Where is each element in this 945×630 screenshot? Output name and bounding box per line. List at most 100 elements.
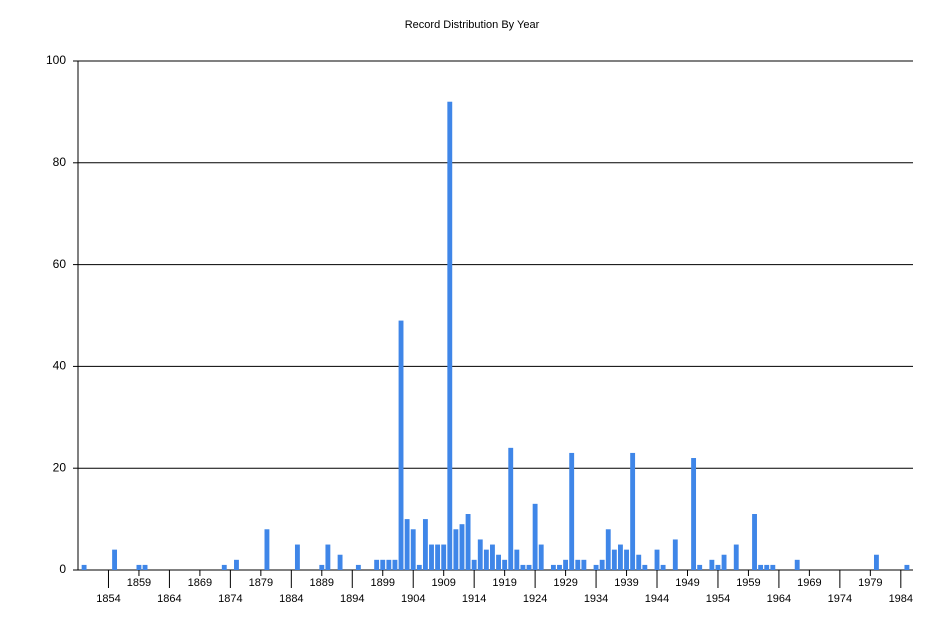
x-tick-label: 1879 [249,577,273,589]
bar [81,564,87,570]
y-tick-label: 60 [53,257,67,271]
x-tick-label: 1904 [401,593,425,605]
bar [563,559,569,570]
bar [642,564,648,570]
bar [593,564,599,570]
y-tick-label: 20 [53,460,67,474]
bar [459,524,465,570]
x-tick-label: 1894 [340,593,364,605]
bar [404,519,410,570]
bar [398,320,404,570]
x-tick-label: 1974 [828,593,852,605]
bar [490,544,495,570]
bar [142,564,148,570]
bar [410,529,416,570]
x-tick-label: 1864 [157,593,181,605]
bar [532,503,538,570]
x-tick-label: 1954 [706,593,730,605]
x-tick-label: 1929 [553,577,577,589]
bar [264,529,270,570]
bar [496,554,501,570]
bar [234,559,239,570]
y-tick-label: 0 [59,562,66,576]
bar [429,544,434,570]
x-tick-label: 1924 [523,593,547,605]
chart-title: Record Distribution By Year [405,19,540,31]
x-tick-label: 1964 [767,593,791,605]
bar [374,559,380,570]
bar [654,549,660,570]
y-tick-label: 40 [53,359,67,373]
bar [709,559,715,570]
x-tick-label: 1859 [127,577,151,589]
bar [873,554,879,570]
x-tick-label: 1984 [889,593,913,605]
bar [557,564,562,570]
bar [422,519,428,570]
y-tick-label: 80 [53,155,67,169]
bar [520,564,526,570]
x-tick-label: 1899 [371,577,395,589]
bar [483,549,489,570]
bar [904,564,910,570]
x-tick-label: 1944 [645,593,669,605]
bar [715,564,721,570]
bar [337,554,343,570]
x-tick-label: 1874 [218,593,242,605]
x-tick-label: 1869 [188,577,212,589]
bar [136,564,142,570]
x-tick-label: 1939 [614,577,638,589]
bar [508,447,514,570]
x-tick-label: 1969 [797,577,821,589]
bar [392,559,398,570]
bar [636,554,642,570]
bar [447,101,453,570]
bar [624,549,629,570]
bar [605,529,611,570]
bar [294,544,300,570]
bar [581,559,587,570]
x-tick-label: 1949 [675,577,699,589]
bar [691,458,697,570]
x-tick-label: 1909 [431,577,455,589]
bar [721,554,727,570]
bar [660,564,666,570]
bar [618,544,623,570]
x-tick-label: 1919 [492,577,516,589]
x-tick-label: 1884 [279,593,303,605]
bar [325,544,331,570]
bar [380,559,386,570]
x-tick-label: 1854 [96,593,120,605]
x-tick-label: 1934 [584,593,608,605]
bar [416,564,422,570]
bar [672,539,678,570]
bar [733,544,739,570]
bar [453,529,459,570]
bar [630,452,636,570]
bar [319,564,325,570]
bar [758,564,764,570]
bar [599,559,605,570]
bar [355,564,361,570]
bar [221,564,227,570]
bar [538,544,544,570]
bar [764,564,770,570]
x-tick-label: 1889 [310,577,334,589]
bar [752,514,757,570]
x-tick-label: 1959 [736,577,760,589]
bar [477,539,483,570]
bar [465,514,471,570]
x-tick-label: 1914 [462,593,486,605]
bar [502,559,508,570]
bar [550,564,556,570]
bar [575,559,581,570]
y-tick-label: 100 [46,53,66,67]
bar [569,452,575,570]
bar [514,549,520,570]
bar [697,564,703,570]
bar [441,544,447,570]
bar [794,559,800,570]
bar [770,564,776,570]
bar [112,549,118,570]
